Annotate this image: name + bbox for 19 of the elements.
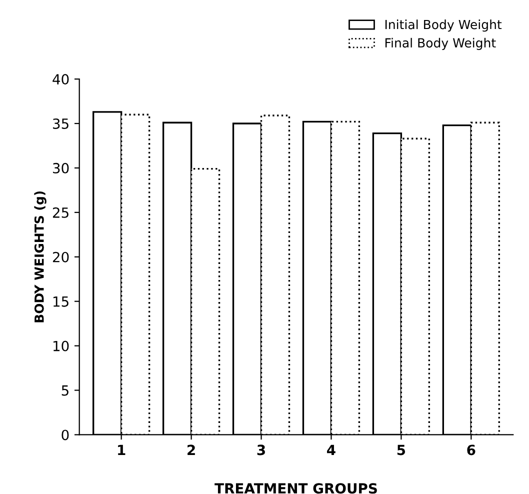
legend-label: Final Body Weight: [385, 38, 496, 50]
y-tick-label: 0: [62, 430, 69, 440]
y-tick-label: 15: [53, 296, 68, 307]
x-tick-label: 4: [327, 444, 336, 455]
x-tick-label: 1: [118, 444, 126, 455]
legend-label: Initial Body Weight: [385, 20, 502, 32]
y-tick-label: 10: [53, 340, 69, 352]
y-tick-label: 30: [53, 162, 69, 174]
y-tick-label: 40: [52, 74, 69, 85]
y-tick-label: 25: [52, 207, 68, 218]
y-tick-label: 35: [53, 118, 68, 129]
x-tick-label: 2: [188, 444, 195, 455]
x-tick-label: 3: [257, 444, 265, 456]
y-axis-title: BODY WEIGHTS (g): [34, 191, 46, 322]
x-tick-label: 6: [467, 444, 476, 456]
x-axis-title: TREATMENT GROUPS: [214, 483, 377, 494]
y-tick-label: 5: [62, 385, 68, 396]
y-tick-label: 20: [52, 252, 69, 262]
x-tick-label: 5: [397, 444, 406, 456]
